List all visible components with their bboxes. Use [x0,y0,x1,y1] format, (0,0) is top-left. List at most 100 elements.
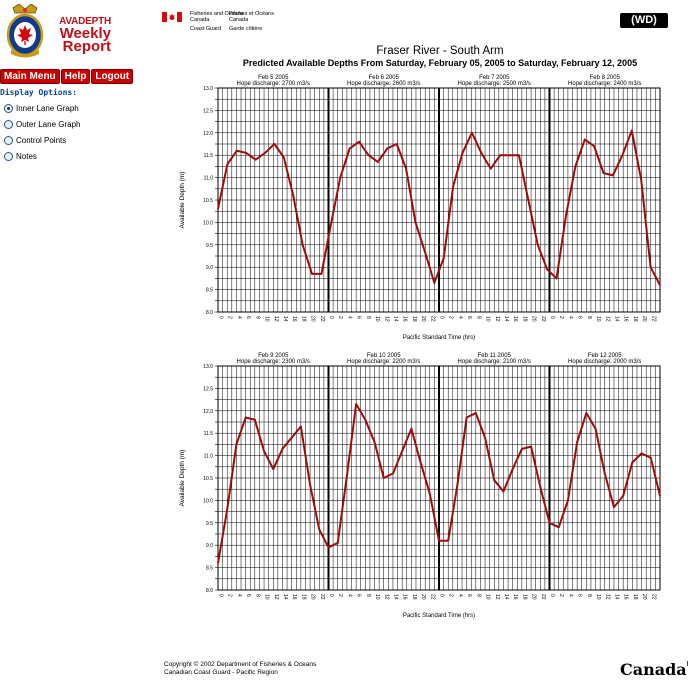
x-tick-label: 22 [429,594,435,600]
y-tick-label: 8.0 [206,310,213,316]
depth-data-point [405,167,407,170]
display-options: Inner Lane Graph Outer Lane Graph Contro… [4,100,80,164]
depth-data-point [299,425,302,428]
day-discharge-label: Hope discharge: 2300 m3/s [237,359,310,365]
x-tick-label: 20 [531,594,537,600]
x-tick-label: 4 [236,594,242,597]
radio-notes[interactable] [4,151,13,161]
depth-data-point [292,194,295,197]
x-tick-label: 4 [457,594,463,597]
depth-data-point [235,149,238,152]
wordmark-text: Canada [620,660,687,679]
depth-data-point [602,172,605,175]
y-tick-label: 9.0 [206,543,213,549]
x-tick-label: 2 [448,594,454,597]
help-button[interactable]: Help [60,69,91,84]
depth-data-point [659,284,661,287]
depth-data-point [508,154,511,157]
depth-chart-week-part2: 8.0 8.5 9.0 9.5 10.0 10.5 11.0 11.5 12.0 12.5 13.0… [176,350,668,628]
x-tick-label: 14 [613,594,619,600]
depth-data-point [555,277,558,280]
x-tick-label: 10 [264,316,270,322]
x-tick-label: 0 [218,316,224,319]
depth-data-point [456,483,459,486]
depth-data-point [414,221,417,224]
option-outer-lane-graph[interactable]: Outer Lane Graph [4,116,80,132]
wd-badge: (WD) [620,13,668,28]
depth-data-point [640,178,643,181]
x-tick-label: 8 [254,594,260,597]
depth-data-point [217,562,219,565]
x-tick-label: 2 [227,316,233,319]
x-axis-label: Pacific Standard Time (hrs) [403,613,475,619]
y-tick-label: 10.5 [203,476,213,482]
radio-inner-lane[interactable] [4,103,13,113]
x-tick-label: 22 [319,316,325,322]
x-tick-label: 12 [383,316,389,322]
depth-data-point [493,479,496,482]
depth-data-point [465,416,468,419]
y-tick-label: 8.0 [206,588,213,594]
x-tick-label: 18 [411,316,417,322]
day-discharge-label: Hope discharge: 2600 m3/s [347,81,420,87]
day-date-label: Feb 11 2005 [478,353,512,359]
depth-data-point [489,167,492,170]
depth-data-point [548,521,551,524]
day-date-label: Feb 7 2005 [479,75,510,81]
option-inner-lane-graph[interactable]: Inner Lane Graph [4,100,80,116]
x-tick-label: 2 [558,594,564,597]
main-nav: Main Menu Help Logout [0,64,134,84]
x-tick-label: 20 [310,316,316,322]
depth-data-point [613,506,615,509]
x-tick-label: 8 [254,316,260,319]
depth-data-point [574,165,577,168]
depth-data-point [612,174,614,177]
x-tick-label: 22 [429,316,435,322]
x-tick-label: 16 [291,316,297,322]
x-tick-label: 14 [503,594,509,600]
depth-data-point [273,143,276,145]
option-notes[interactable]: Notes [4,148,80,164]
depth-data-point [583,138,586,141]
depth-data-point [428,492,431,495]
x-tick-label: 4 [236,316,242,319]
depth-data-point [649,456,652,459]
depth-data-point [594,427,597,430]
copyright: Copyright © 2002 Department of Fisheries… [164,661,316,677]
logout-button[interactable]: Logout [91,69,134,84]
y-tick-label: 9.5 [206,243,213,249]
x-tick-label: 14 [392,316,398,322]
depth-data-point [442,257,445,260]
logo-line3: Report [62,38,111,55]
x-tick-label: 22 [650,316,656,322]
canada-wordmark: Canada [620,660,688,679]
gov-en-line1: Fisheries and Oceans [190,11,244,17]
x-tick-label: 10 [595,316,601,322]
radio-outer-lane[interactable] [4,119,13,129]
radio-control-points[interactable] [4,135,13,145]
x-tick-label: 2 [337,594,343,597]
depth-data-point [263,450,265,453]
x-tick-label: 8 [475,316,481,319]
depth-data-point [336,542,339,544]
avadepth-logo[interactable]: AVADEPTH Weekly Report [3,2,111,62]
depth-data-point [518,154,520,157]
x-tick-label: 20 [420,316,426,322]
depth-data-point [649,266,652,269]
day-date-label: Feb 6 2005 [369,75,400,81]
y-tick-label: 12.5 [203,386,213,392]
depth-data-point [281,447,284,450]
depth-data-point [364,418,367,421]
x-tick-label: 12 [273,594,279,600]
depth-data-point [527,199,530,201]
option-control-points[interactable]: Control Points [4,132,80,148]
depth-data-point [254,158,257,161]
day-discharge-label: Hope discharge: 2500 m3/s [458,81,531,87]
main-menu-button[interactable]: Main Menu [0,69,60,84]
x-tick-label: 16 [512,316,518,322]
x-tick-label: 2 [448,316,454,319]
y-tick-label: 11.5 [204,431,214,437]
x-tick-label: 20 [531,316,537,322]
depth-data-point [244,416,247,419]
depth-data-point [376,161,379,163]
